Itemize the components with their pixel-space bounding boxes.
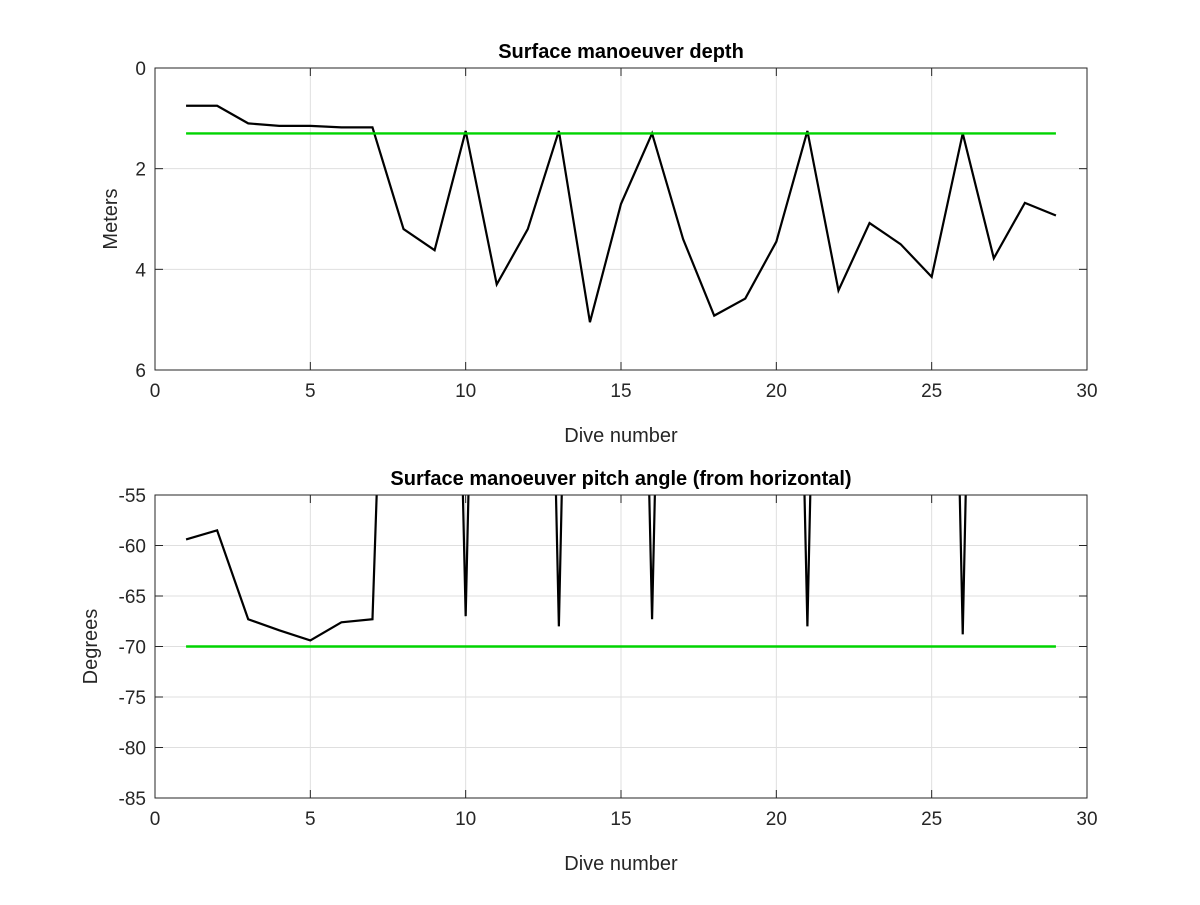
x-tick-label: 30 bbox=[1076, 809, 1097, 830]
x-axis-label: Dive number bbox=[564, 425, 678, 447]
series-group bbox=[185, 495, 1056, 648]
y-tick-label: 2 bbox=[135, 160, 146, 181]
x-tick-label: 20 bbox=[766, 809, 787, 830]
x-tick-label: 30 bbox=[1076, 381, 1097, 402]
x-tick-label: 10 bbox=[455, 809, 476, 830]
x-tick-label: 0 bbox=[150, 381, 161, 402]
x-tick-label: 15 bbox=[610, 381, 631, 402]
y-axis-label: Meters bbox=[100, 188, 122, 249]
data-series-line bbox=[185, 495, 967, 642]
y-tick-label: -70 bbox=[119, 638, 146, 659]
y-tick-label: -65 bbox=[119, 587, 146, 608]
y-tick-label: 0 bbox=[135, 59, 146, 80]
x-tick-label: 15 bbox=[610, 809, 631, 830]
x-tick-label: 20 bbox=[766, 381, 787, 402]
x-tick-label: 10 bbox=[455, 381, 476, 402]
y-tick-label: 4 bbox=[135, 260, 146, 281]
y-tick-label: -60 bbox=[119, 537, 146, 558]
chart-title: Surface manoeuver depth bbox=[498, 41, 744, 63]
series-group bbox=[186, 104, 1057, 323]
y-tick-label: -85 bbox=[119, 789, 146, 810]
data-series-line bbox=[186, 104, 1057, 323]
pitch-angle-chart: 0 5 10 15 20 25 30 -55 -60 -65 -70 -75 -80 -85 Surface… bbox=[80, 468, 1098, 875]
y-axis-label: Degrees bbox=[80, 609, 102, 685]
x-tick-label: 25 bbox=[921, 809, 942, 830]
x-tick-label: 25 bbox=[921, 381, 942, 402]
y-tick-label: -75 bbox=[119, 688, 146, 709]
depth-chart: 0 5 10 15 20 25 30 0 2 4 6 Surface manoeuver depth D… bbox=[100, 41, 1098, 447]
y-tick-label: -55 bbox=[119, 486, 146, 507]
chart-title: Surface manoeuver pitch angle (from hori… bbox=[390, 468, 851, 490]
x-tick-label: 0 bbox=[150, 809, 161, 830]
x-tick-label: 5 bbox=[305, 381, 316, 402]
x-tick-label: 5 bbox=[305, 809, 316, 830]
y-tick-label: 6 bbox=[135, 361, 146, 382]
y-tick-label: -80 bbox=[119, 739, 146, 760]
x-axis-label: Dive number bbox=[564, 853, 678, 875]
